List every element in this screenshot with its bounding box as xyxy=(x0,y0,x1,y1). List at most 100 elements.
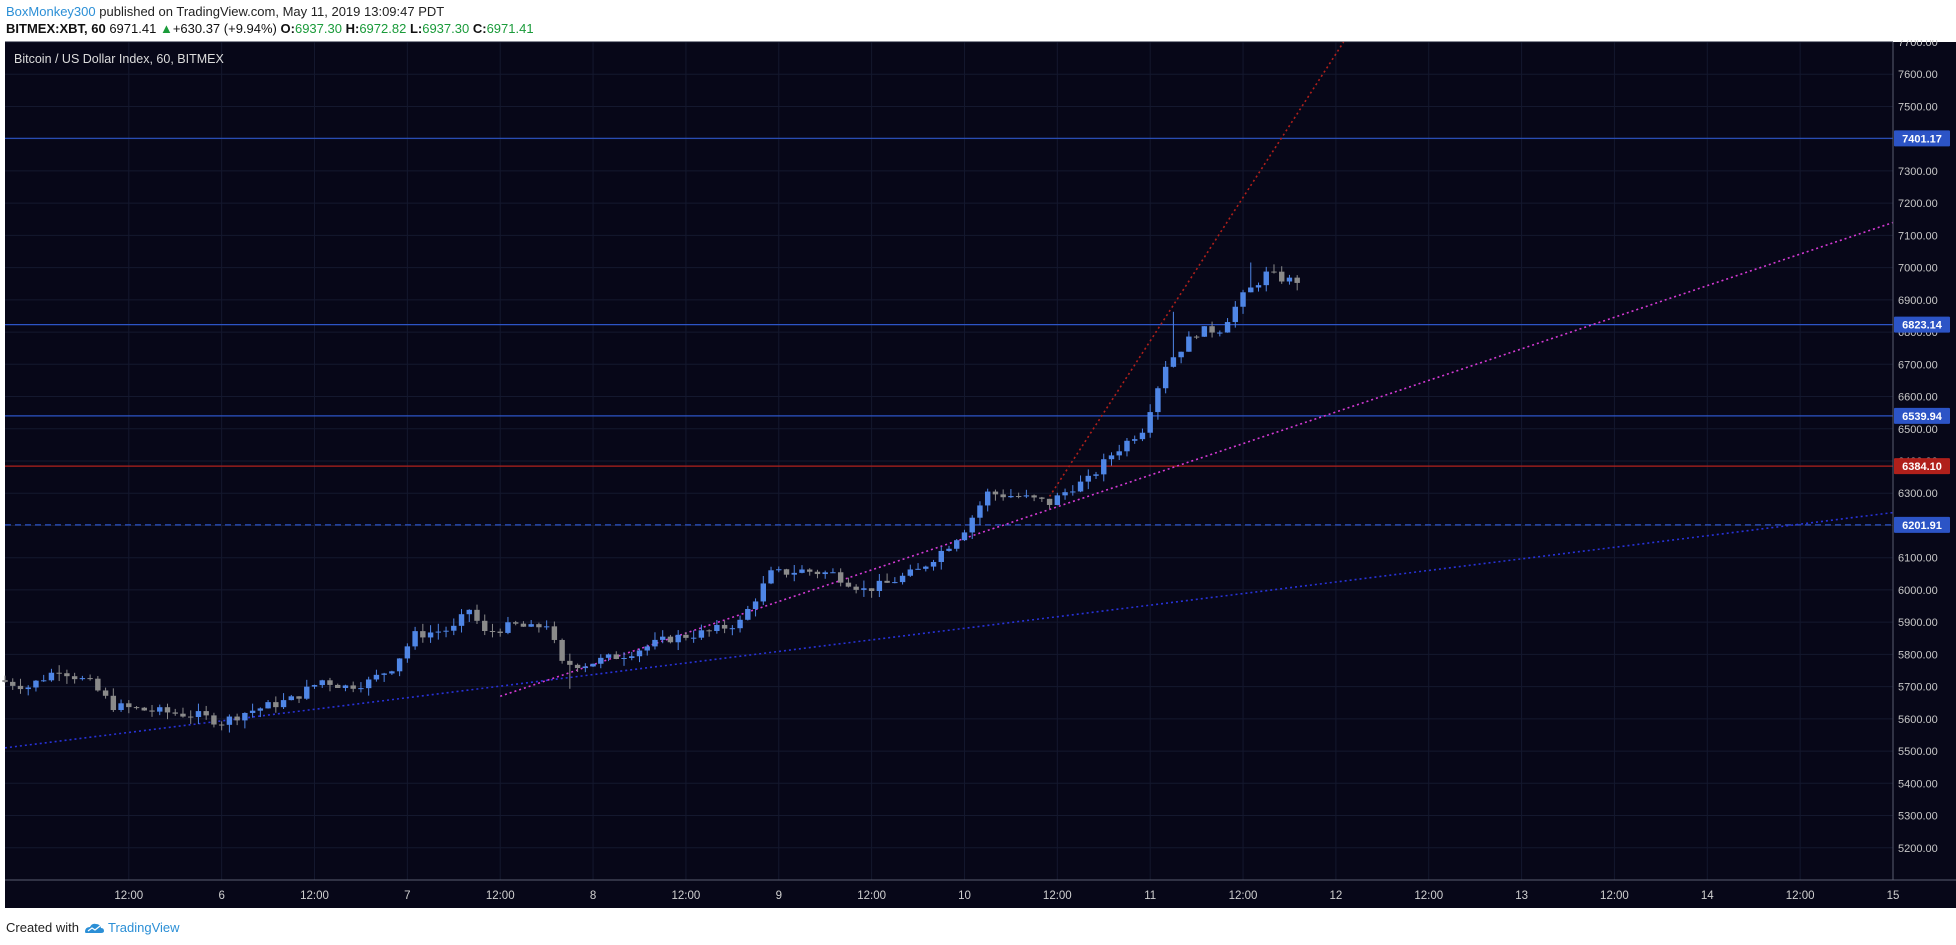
candle-body xyxy=(56,672,62,674)
candle-body xyxy=(40,680,47,682)
candle-body xyxy=(543,626,550,628)
candle-body xyxy=(969,517,975,533)
candle-body xyxy=(1155,388,1161,413)
candle-body xyxy=(396,658,403,672)
candle-body xyxy=(729,628,736,630)
candle-body xyxy=(551,626,558,640)
candle-body xyxy=(48,672,55,681)
price-axis[interactable] xyxy=(1893,42,1956,908)
candle-body xyxy=(745,609,751,620)
candle-body xyxy=(373,674,380,680)
candle-body xyxy=(946,548,952,551)
horizontal-levels xyxy=(5,137,1893,526)
candle-body xyxy=(257,708,264,711)
candle-body xyxy=(683,634,689,638)
candle-body xyxy=(675,634,681,643)
x-tick-label: 11 xyxy=(1144,890,1156,902)
y-tick-label: 6100.00 xyxy=(1898,553,1938,565)
candle-body xyxy=(1131,439,1138,441)
time-axis-ticks: 12:00 6 12:00 7 12:00 8 12:00 9 12:00 10 12:00 11 12… xyxy=(114,890,1899,902)
candle-body xyxy=(1201,326,1208,337)
level-label-box xyxy=(1894,130,1950,147)
candle-body xyxy=(180,713,186,717)
candle-body xyxy=(505,622,511,633)
x-tick-label: 12:00 xyxy=(486,890,515,902)
candle-body xyxy=(884,580,890,583)
candle-body xyxy=(1170,357,1177,367)
candle-body xyxy=(621,657,627,659)
candle-body xyxy=(1240,292,1246,307)
y-tick-label: 7200.00 xyxy=(1898,198,1938,210)
candle-body xyxy=(1093,474,1099,476)
candle-body xyxy=(1070,491,1076,493)
chart-background xyxy=(5,42,1893,908)
x-tick-label: 15 xyxy=(1887,890,1900,902)
trend-line xyxy=(4,511,1894,749)
candle-body xyxy=(218,724,225,726)
candle-body xyxy=(172,712,178,714)
symbol-label: BITMEX:XBT, 60 xyxy=(6,21,106,36)
candle-body xyxy=(87,678,93,680)
candle-body xyxy=(636,650,643,657)
candle-body xyxy=(582,666,589,669)
candle-body xyxy=(1101,459,1107,475)
candle-body xyxy=(830,572,836,574)
open-label: O: xyxy=(280,21,295,36)
candle-body xyxy=(899,575,906,583)
x-tick-label: 12:00 xyxy=(114,890,143,902)
candle-body xyxy=(1124,440,1130,452)
candle-body xyxy=(273,702,279,708)
candle-body xyxy=(427,632,434,638)
candle-body xyxy=(95,678,101,691)
candle-body xyxy=(249,710,256,713)
candle-body xyxy=(365,679,372,689)
price-chart[interactable]: 5200.00 5300.00 5400.00 5500.00 5600.00 5700.… xyxy=(0,40,1956,908)
x-tick-label: 12:00 xyxy=(1786,890,1815,902)
x-tick-label: 12:00 xyxy=(672,890,701,902)
candle-body xyxy=(776,569,782,571)
candle-body xyxy=(1232,306,1239,323)
footer: Created with TradingView xyxy=(6,920,180,935)
y-tick-label: 6900.00 xyxy=(1898,295,1938,307)
y-tick-label: 6700.00 xyxy=(1898,359,1938,371)
candle-body xyxy=(10,681,16,686)
candle-body xyxy=(404,646,411,659)
y-tick-label: 7300.00 xyxy=(1898,166,1938,178)
candle-body xyxy=(752,601,759,610)
candle-body xyxy=(265,702,271,709)
candle-body xyxy=(768,570,774,584)
candle-body xyxy=(304,686,310,699)
candle-body xyxy=(659,636,666,640)
y-tick-label: 5900.00 xyxy=(1898,617,1938,629)
y-tick-label: 6300.00 xyxy=(1898,488,1938,500)
candle-body xyxy=(721,624,728,629)
y-tick-label: 6000.00 xyxy=(1898,585,1938,597)
candle-body xyxy=(234,716,240,721)
candle-body xyxy=(644,646,650,651)
candle-body xyxy=(1039,497,1045,499)
candle-body xyxy=(342,685,349,688)
candle-body xyxy=(845,582,852,587)
candle-body xyxy=(520,623,527,627)
candle-body xyxy=(1147,412,1153,433)
candle-body xyxy=(102,690,109,696)
candle-body xyxy=(1046,498,1053,505)
candle-body xyxy=(1271,271,1277,273)
time-axis[interactable] xyxy=(5,880,1956,908)
candle-body xyxy=(1209,326,1215,333)
tradingview-link[interactable]: TradingView xyxy=(83,920,180,935)
candle-body xyxy=(907,569,914,576)
y-tick-label: 6500.00 xyxy=(1898,424,1938,436)
level-label: 6539.94 xyxy=(1902,411,1943,423)
candle-body xyxy=(512,622,519,624)
author-link[interactable]: BoxMonkey300 xyxy=(6,4,96,19)
candle-body xyxy=(79,678,86,680)
candle-body xyxy=(1015,496,1022,498)
candle-body xyxy=(652,639,658,647)
high-value: 6972.82 xyxy=(359,21,407,36)
candle-body xyxy=(71,676,78,680)
candle-body xyxy=(984,491,991,506)
x-tick-label: 10 xyxy=(958,890,971,902)
candle-body xyxy=(157,707,163,712)
trend-line xyxy=(1048,41,1345,497)
